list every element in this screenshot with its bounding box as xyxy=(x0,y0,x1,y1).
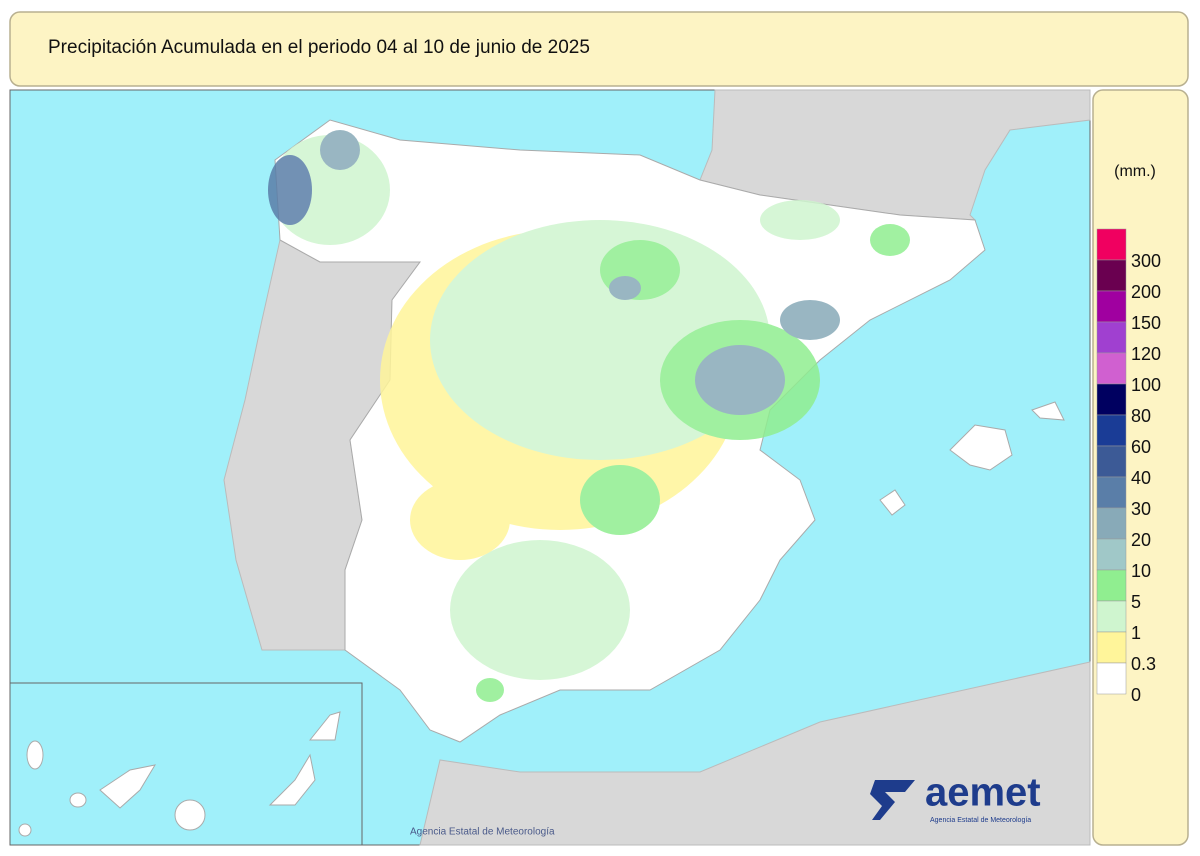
ibiza xyxy=(879,489,906,516)
legend-swatch xyxy=(1096,569,1127,602)
legend-swatch xyxy=(1096,600,1127,633)
legend-swatch xyxy=(1096,259,1127,292)
legend-swatch xyxy=(1096,321,1127,354)
legend-label: 100 xyxy=(1131,375,1161,395)
legend-label: 30 xyxy=(1131,499,1151,519)
legend-swatch xyxy=(1096,631,1127,664)
title-box xyxy=(9,11,1189,87)
legend-swatch xyxy=(1096,662,1127,695)
logo-subtitle: Agencia Estatal de Meteorología xyxy=(930,817,1031,824)
canary-islands xyxy=(18,711,341,837)
legend-label: 150 xyxy=(1131,313,1161,333)
mallorca xyxy=(949,424,1013,471)
logo-icon xyxy=(870,780,915,820)
menorca xyxy=(1031,401,1065,421)
legend-label: 80 xyxy=(1131,406,1151,426)
legend-swatch xyxy=(1096,476,1127,509)
legend-label: 0 xyxy=(1131,685,1141,705)
legend: 300 200 150 120 100 80 60 40 30 20 10 5 1 0.3 0 xyxy=(1096,228,1161,705)
legend-label: 200 xyxy=(1131,282,1161,302)
logo-text: aemet xyxy=(925,771,1041,815)
legend-swatch xyxy=(1096,414,1127,447)
precip-areas xyxy=(268,130,910,702)
africa xyxy=(419,661,1091,846)
legend-label: 120 xyxy=(1131,344,1161,364)
legend-label: 60 xyxy=(1131,437,1151,457)
legend-label: 300 xyxy=(1131,251,1161,271)
legend-label: 20 xyxy=(1131,530,1151,550)
legend-swatch xyxy=(1096,383,1127,416)
legend-swatch xyxy=(1096,290,1127,323)
legend-label: 40 xyxy=(1131,468,1151,488)
legend-label: 1 xyxy=(1131,623,1141,643)
canary-inset xyxy=(9,682,363,846)
logo: aemet Agencia Estatal de Meteorología xyxy=(870,771,1041,824)
map: Agencia Estatal de Meteorología aemet Ag… xyxy=(9,89,1091,846)
legend-swatch xyxy=(1096,538,1127,571)
legend-swatch xyxy=(1096,445,1127,478)
legend-label: 5 xyxy=(1131,592,1141,612)
title: Precipitación Acumulada en el periodo 04… xyxy=(48,37,590,58)
legend-label: 0.3 xyxy=(1131,654,1156,674)
legend-swatch xyxy=(1096,352,1127,385)
legend-label: 10 xyxy=(1131,561,1151,581)
credit: Agencia Estatal de Meteorología xyxy=(410,827,555,838)
legend-swatch xyxy=(1096,228,1127,261)
legend-unit: (mm.) xyxy=(1114,163,1156,180)
legend-swatch xyxy=(1096,507,1127,540)
